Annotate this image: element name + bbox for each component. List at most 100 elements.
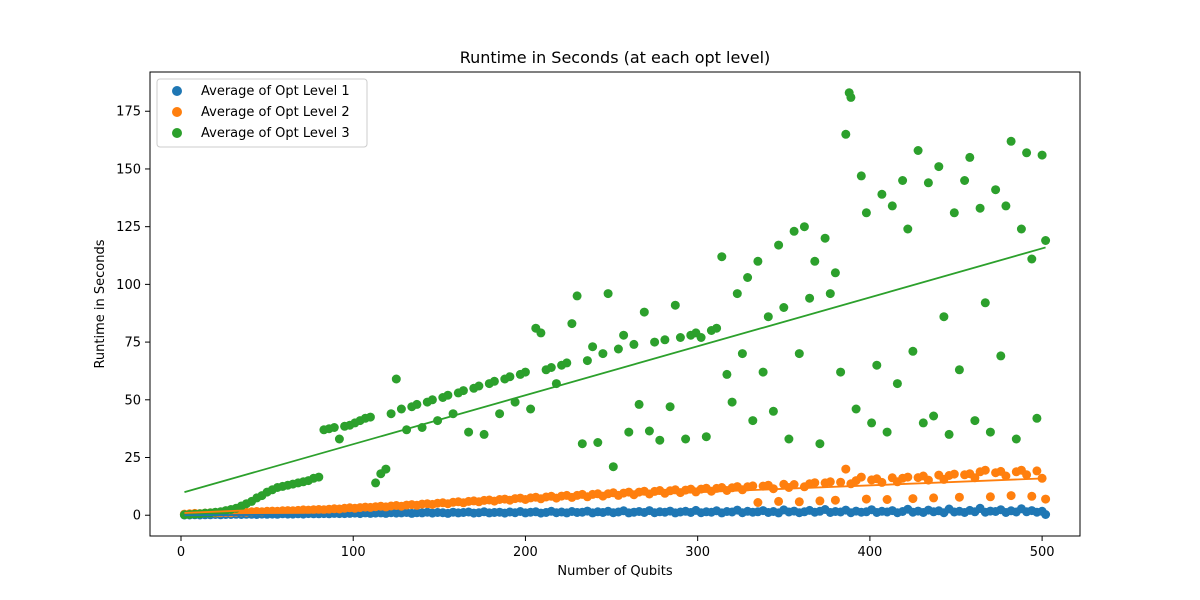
- data-point: [861, 494, 871, 504]
- x-axis-ticks: 0 100 200 300 400 500: [177, 536, 1055, 560]
- data-point: [903, 472, 913, 482]
- legend-box: [156, 78, 368, 148]
- data-point: [1027, 254, 1037, 264]
- y-tick-label: 100: [116, 278, 141, 293]
- data-point: [820, 233, 830, 243]
- data-point: [681, 434, 691, 444]
- data-point: [670, 300, 680, 310]
- data-point: [970, 473, 980, 483]
- data-point: [825, 477, 835, 487]
- data-point: [903, 224, 913, 234]
- data-point: [577, 439, 587, 449]
- data-point: [810, 256, 820, 266]
- data-point: [1001, 201, 1011, 211]
- data-point: [1022, 148, 1032, 158]
- data-point: [887, 201, 897, 211]
- data-point: [546, 363, 556, 372]
- data-point: [732, 289, 742, 299]
- data-point: [1006, 491, 1016, 501]
- data-point: [334, 434, 344, 444]
- data-point: [836, 367, 846, 377]
- data-point: [1011, 434, 1021, 444]
- y-tick-label: 0: [133, 509, 141, 524]
- data-point: [805, 293, 815, 303]
- data-point: [593, 438, 603, 447]
- data-point: [572, 291, 582, 301]
- data-point: [701, 432, 711, 442]
- legend-marker-opt1: [172, 86, 182, 96]
- y-tick-label: 150: [116, 162, 141, 177]
- chart-title: Runtime in Seconds (at each opt level): [460, 48, 771, 67]
- data-point: [1032, 413, 1042, 423]
- data-point: [815, 439, 825, 449]
- data-point: [489, 376, 499, 386]
- data-point: [562, 358, 572, 368]
- axes-frame: [149, 71, 1081, 537]
- data-point: [779, 303, 789, 312]
- data-point: [753, 498, 763, 507]
- y-tick-label: 75: [124, 336, 141, 351]
- data-point: [836, 477, 846, 487]
- data-point: [985, 492, 995, 502]
- data-point: [841, 129, 851, 139]
- data-point: [753, 256, 763, 266]
- x-tick-label: 500: [1030, 545, 1055, 560]
- y-tick-label: 125: [116, 220, 141, 235]
- data-point: [1041, 236, 1051, 245]
- data-point: [882, 495, 892, 504]
- data-point: [314, 472, 324, 482]
- y-tick-label: 50: [124, 393, 141, 408]
- y-axis-label: Runtime in Seconds: [93, 239, 108, 368]
- data-point: [1041, 494, 1051, 504]
- data-point: [774, 240, 784, 250]
- data-point: [696, 333, 706, 342]
- data-point: [1027, 491, 1037, 501]
- data-point: [810, 478, 820, 488]
- data-point: [1022, 470, 1032, 480]
- data-point: [458, 386, 468, 396]
- data-point: [949, 208, 959, 218]
- data-point: [877, 189, 887, 199]
- data-point: [841, 464, 851, 474]
- x-tick-label: 0: [177, 545, 185, 560]
- data-point: [644, 426, 654, 436]
- data-point: [980, 465, 990, 475]
- data-point: [918, 418, 928, 428]
- data-point: [882, 427, 892, 437]
- data-point: [520, 367, 530, 377]
- data-point: [985, 427, 995, 437]
- data-point: [675, 333, 685, 342]
- data-point: [603, 289, 613, 299]
- data-point: [980, 298, 990, 308]
- data-point: [427, 395, 437, 405]
- x-axis-label: Number of Qubits: [557, 564, 672, 579]
- legend-marker-opt3: [172, 128, 182, 138]
- data-point: [1037, 150, 1047, 160]
- data-point: [634, 399, 644, 409]
- data-point: [789, 226, 799, 236]
- legend-label-opt1: Average of Opt Level 1: [201, 84, 350, 99]
- data-point: [608, 462, 618, 472]
- data-point: [991, 185, 1001, 195]
- data-point: [789, 480, 799, 489]
- trend-lines: [184, 246, 1046, 517]
- data-point: [371, 478, 381, 488]
- legend: Average of Opt Level 1 Average of Opt Le…: [156, 78, 368, 148]
- data-point: [944, 429, 954, 439]
- data-point: [665, 402, 675, 412]
- data-point: [660, 335, 670, 345]
- data-point: [856, 472, 866, 482]
- data-point: [743, 273, 753, 282]
- data-point: [412, 399, 422, 409]
- data-point: [815, 496, 825, 506]
- data-point: [934, 162, 944, 172]
- data-point: [495, 409, 505, 419]
- data-point: [510, 397, 520, 407]
- data-point: [960, 176, 970, 185]
- data-point: [794, 497, 804, 507]
- data-point: [799, 222, 809, 232]
- data-point: [365, 412, 375, 422]
- data-point: [588, 342, 598, 352]
- data-point: [954, 492, 964, 502]
